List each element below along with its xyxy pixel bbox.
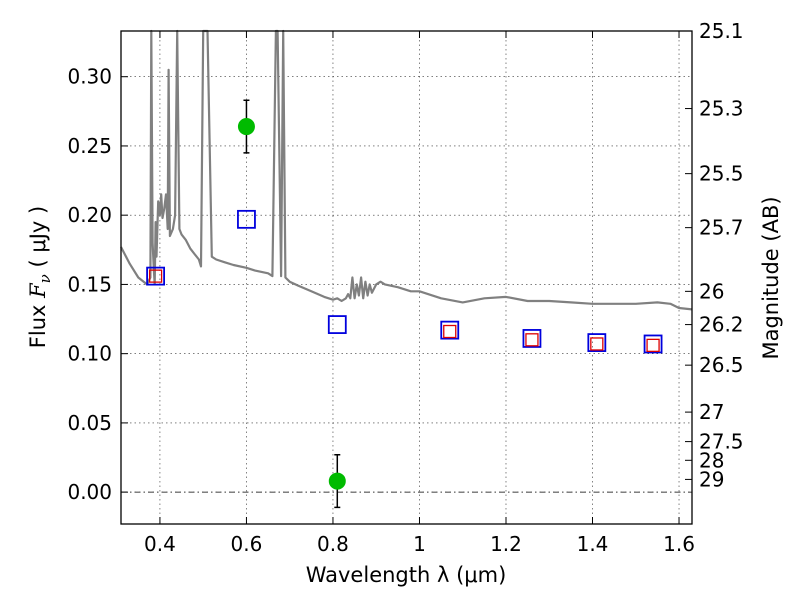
- y-axis-ticks: 0.00 0.05 0.10 0.15 0.20 0.25 0.30: [67, 65, 128, 504]
- x-tick-label-0: 0.4: [144, 532, 176, 556]
- y2-axis-label: Magnitude (AB): [759, 196, 783, 359]
- model-square-blue-4: [522, 329, 542, 348]
- model-square-blue-3: [440, 320, 460, 340]
- model-square-blue-6: [643, 334, 663, 354]
- x-axis-label: Wavelength λ (μm): [306, 563, 507, 587]
- y2-tick-label-5: 26.2: [699, 313, 744, 337]
- x-tick-label-3: 1: [413, 532, 426, 556]
- y2-tick-label-8: 27.5: [699, 430, 744, 454]
- y2-tick-label-2: 25.5: [699, 162, 744, 186]
- model-square-red-4: [646, 338, 660, 353]
- model-square-blue-2: [327, 315, 347, 334]
- plot-frame: [120, 30, 693, 525]
- y2-tick-label-6: 26.5: [699, 353, 744, 377]
- y-tick-label-0: 0.00: [67, 480, 112, 504]
- model-square-blue-5: [587, 333, 607, 352]
- x-tick-label-4: 1.2: [490, 532, 522, 556]
- x-tick-label-2: 0.8: [317, 532, 349, 556]
- y-tick-label-4: 0.20: [67, 203, 112, 227]
- y-tick-label-3: 0.15: [67, 272, 112, 296]
- model-square-red-3: [590, 337, 604, 351]
- y-axis-label-symbol: F: [26, 282, 50, 299]
- y2-tick-label-3: 25.7: [699, 216, 744, 240]
- x-tick-label-5: 1.4: [577, 532, 609, 556]
- model-square-blue-0: [146, 266, 166, 286]
- x-tick-label-6: 1.6: [663, 532, 695, 556]
- y-axis-label: Flux Fν ( μJy ): [26, 206, 54, 348]
- observed-point-1: [328, 472, 346, 490]
- y-axis-label-subscript: ν: [36, 274, 54, 283]
- y2-tick-label-10: 29: [699, 467, 724, 491]
- y-tick-label-5: 0.25: [67, 134, 112, 158]
- y2-tick-label-1: 25.3: [699, 97, 744, 121]
- y-axis-label-unit: ( μJy ): [26, 206, 50, 274]
- y-tick-label-6: 0.30: [67, 65, 112, 89]
- x-axis-ticks: 0.4 0.6 0.8 1 1.2 1.4 1.6: [144, 31, 695, 556]
- photometry-markers: [146, 99, 663, 509]
- model-square-red-2: [525, 333, 539, 347]
- model-spectrum: [120, 29, 693, 311]
- y-tick-label-2: 0.10: [67, 342, 112, 366]
- y2-tick-label-4: 26: [699, 279, 724, 303]
- y2-tick-label-0: 25.1: [699, 19, 744, 43]
- model-square-red-0: [148, 269, 163, 283]
- y2-tick-label-7: 27: [699, 400, 724, 424]
- grid-lines: [121, 31, 692, 524]
- y-axis-label-prefix: Flux: [26, 298, 50, 348]
- observed-point-0: [237, 118, 255, 136]
- x-tick-label-1: 0.6: [231, 532, 263, 556]
- y2-tick-label-9: 28: [699, 448, 724, 472]
- model-square-red-1: [443, 324, 457, 339]
- spectrum-line: [120, 29, 693, 311]
- y-tick-label-1: 0.05: [67, 411, 112, 435]
- model-square-blue-1: [237, 209, 256, 229]
